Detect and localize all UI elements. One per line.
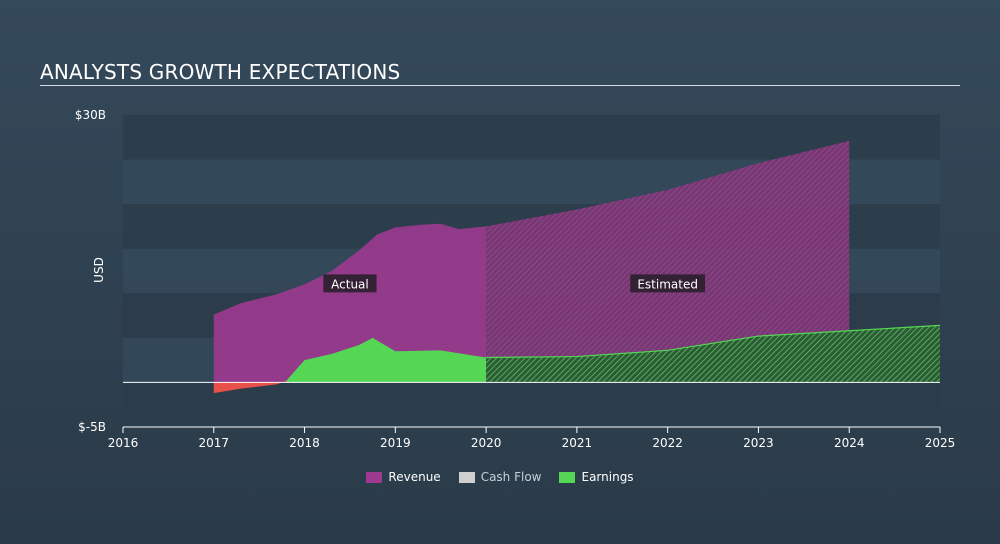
legend-item-cash-flow[interactable]: Cash Flow: [458, 470, 542, 484]
x-tick-label-2022: 2022: [652, 436, 683, 450]
revenue-estimated-area: [486, 140, 850, 383]
title-divider: [40, 85, 960, 86]
legend-item-earnings[interactable]: Earnings: [559, 470, 634, 484]
annotation-text: Actual: [331, 277, 369, 291]
x-tick-label-2025: 2025: [925, 436, 956, 450]
annotation-box: [323, 274, 377, 293]
chart-title: ANALYSTS GROWTH EXPECTATIONS: [40, 60, 401, 84]
y-axis-label: USD: [92, 257, 106, 283]
legend-label-revenue: Revenue: [388, 470, 441, 484]
x-tick-label-2018: 2018: [289, 436, 320, 450]
legend-swatch-revenue: [366, 471, 383, 483]
series-areas: [213, 140, 941, 394]
annotation-box: [630, 274, 706, 293]
x-tick-label-2021: 2021: [562, 436, 593, 450]
y-tick-label: $30B: [75, 108, 106, 122]
earnings-actual-area: [286, 337, 487, 383]
annotation-actual: Actual: [323, 274, 377, 293]
legend-label-earnings: Earnings: [581, 470, 634, 484]
x-tick-label-2023: 2023: [743, 436, 774, 450]
legend-swatch-earnings: [559, 471, 576, 483]
x-tick-label-2017: 2017: [199, 436, 230, 450]
legend: Revenue Cash Flow Earnings: [0, 470, 1000, 484]
x-tick-label-2024: 2024: [834, 436, 865, 450]
earnings-estimated-area: [486, 325, 940, 383]
x-tick-label-2016: 2016: [108, 436, 139, 450]
legend-swatch-cash-flow: [458, 471, 475, 483]
earnings-estimated-line: [486, 324, 941, 359]
chart-labels: Actual Estimated: [323, 274, 706, 293]
legend-label-cash-flow: Cash Flow: [480, 470, 542, 484]
x-tick-label-2019: 2019: [380, 436, 411, 450]
grid-band: [123, 382, 940, 427]
x-tick-label-2020: 2020: [471, 436, 502, 450]
axes: 2016 2017 2018 2019 2020 2021 2022 2023 2024 2025…: [75, 108, 955, 450]
earnings-loss-area: [213, 380, 287, 394]
revenue-actual-area: [213, 223, 487, 383]
legend-item-revenue[interactable]: Revenue: [366, 470, 441, 484]
annotation-estimated: Estimated: [630, 274, 706, 293]
annotation-text: Estimated: [637, 277, 698, 291]
y-tick-label: $-5B: [78, 420, 106, 434]
